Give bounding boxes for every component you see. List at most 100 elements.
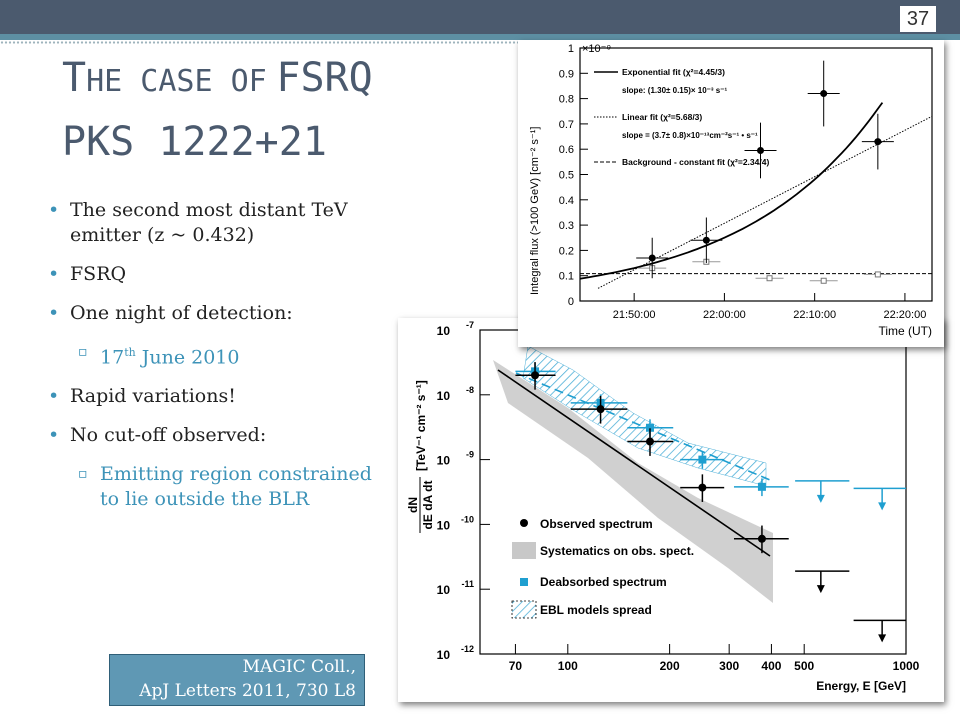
observed-upper-limit-arrow bbox=[878, 634, 887, 643]
x-tick-label: 300 bbox=[719, 659, 739, 673]
background-point bbox=[820, 277, 827, 284]
y-tick-label: 0.1 bbox=[559, 271, 574, 283]
x-tick-label: 22:20:00 bbox=[884, 309, 927, 321]
lightcurve-legend: Exponential fit (χ²=4.45/3) slope: (1.30… bbox=[594, 67, 769, 167]
header-accent-line bbox=[0, 34, 960, 40]
subbullet-date: 17th June 2010 bbox=[46, 340, 376, 370]
bullet-list: The second most distant TeV emitter (z ~… bbox=[46, 198, 376, 526]
reference-line1: MAGIC Coll., bbox=[242, 657, 356, 677]
y-tick-exponent: -9 bbox=[466, 450, 474, 460]
legend-observed-label: Observed spectrum bbox=[540, 517, 653, 531]
legend-ebl-label: EBL models spread bbox=[540, 603, 652, 617]
background-point bbox=[766, 275, 773, 282]
y-tick-label: 10 bbox=[437, 454, 451, 468]
observed-point bbox=[531, 371, 540, 380]
bullet-variations: Rapid variations! bbox=[46, 384, 376, 409]
y-tick-exponent: -11 bbox=[461, 579, 474, 589]
systematics-band bbox=[493, 360, 773, 603]
spectrum-legend: Observed spectrum Systematics on obs. sp… bbox=[511, 517, 694, 619]
legend-systematics-swatch bbox=[512, 542, 536, 559]
date-rest: June 2010 bbox=[135, 346, 240, 369]
bullet-cutoff: No cut-off observed: bbox=[46, 423, 376, 448]
y-tick-label: 0.5 bbox=[559, 170, 574, 182]
legend-exp-label: Exponential fit (χ²=4.45/3) bbox=[622, 67, 725, 77]
data-point bbox=[702, 236, 710, 244]
x-tick-label: 1000 bbox=[893, 659, 920, 673]
title-fsrq: FSRQ bbox=[276, 55, 373, 101]
data-point bbox=[874, 138, 882, 146]
background-point bbox=[874, 271, 881, 278]
x-tick-label: 22:10:00 bbox=[793, 309, 836, 321]
page-number: 37 bbox=[900, 6, 936, 32]
reference-line2: ApJ Letters 2011, 730 L8 bbox=[139, 681, 356, 701]
ebl-spread-band bbox=[522, 345, 767, 487]
deabsorbed-point bbox=[698, 455, 707, 464]
legend-ebl-swatch bbox=[511, 600, 537, 619]
spectrum-chart: Observed spectrum Systematics on obs. sp… bbox=[406, 320, 920, 693]
y-label-num: dN bbox=[406, 497, 420, 513]
x-tick-label: 21:50:00 bbox=[613, 309, 656, 321]
legend-observed-marker bbox=[520, 519, 528, 527]
data-point bbox=[648, 254, 656, 262]
y-tick-label: 10 bbox=[437, 648, 451, 662]
legend-exp-slope: slope: (1.30± 0.15)× 10⁻³ s⁻¹ bbox=[622, 86, 727, 95]
title-smallcaps: HE CASE OF bbox=[86, 64, 267, 99]
date-day: 17 bbox=[100, 346, 125, 369]
y-multiplier: ×10⁻⁹ bbox=[582, 43, 611, 55]
y-tick-label: 0.8 bbox=[559, 94, 574, 106]
lightcurve-chart-panel: ×10⁻⁹ Exponential fit (χ²=4.45/3) slope:… bbox=[518, 40, 944, 347]
legend-lin-label: Linear fit (χ²=5.68/3) bbox=[622, 112, 702, 122]
observed-point bbox=[757, 534, 766, 543]
x-tick-label: 200 bbox=[660, 659, 680, 673]
subbullet-blr: Emitting region constrained to lie outsi… bbox=[46, 462, 376, 512]
data-point bbox=[820, 90, 828, 98]
legend-bkg-label: Background - constant fit (χ²=2.34/4) bbox=[622, 157, 769, 167]
data-point bbox=[757, 146, 765, 154]
reference-box: MAGIC Coll., ApJ Letters 2011, 730 L8 bbox=[109, 654, 365, 706]
y-tick-label: 0.3 bbox=[559, 220, 574, 232]
legend-lin-slope: slope = (3.7± 0.8)×10⁻¹³cm⁻²s⁻¹ • s⁻¹ bbox=[622, 131, 758, 140]
bullet-fsrq: FSRQ bbox=[46, 262, 376, 287]
bullet-distant: The second most distant TeV emitter (z ~… bbox=[46, 198, 376, 248]
observed-upper-limit-arrow bbox=[816, 585, 825, 594]
legend-deabsorbed-marker bbox=[520, 578, 528, 586]
y-tick-label: 0.2 bbox=[559, 245, 574, 257]
header-bar bbox=[0, 0, 960, 34]
lightcurve-chart: ×10⁻⁹ Exponential fit (χ²=4.45/3) slope:… bbox=[529, 43, 933, 338]
deabsorbed-upper-limit-arrow bbox=[878, 502, 887, 511]
exponential-fit-curve bbox=[579, 102, 884, 280]
y-tick-label: 0.4 bbox=[559, 195, 574, 207]
deabsorbed-fit-line bbox=[515, 372, 771, 481]
x-tick-label: 22:00:00 bbox=[703, 309, 746, 321]
y-tick-exponent: -12 bbox=[461, 644, 474, 654]
y-tick-exponent: -7 bbox=[466, 320, 474, 330]
observed-point bbox=[698, 483, 707, 492]
date-suffix: th bbox=[124, 346, 136, 359]
y-tick-exponent: -10 bbox=[461, 514, 474, 524]
spectrum-fit-line bbox=[497, 369, 771, 557]
x-tick-label: 400 bbox=[761, 659, 781, 673]
header-dotted-line bbox=[0, 41, 520, 44]
spectrum-chart-panel: Observed spectrum Systematics on obs. sp… bbox=[398, 318, 944, 702]
deabsorbed-point bbox=[646, 423, 655, 432]
y-tick-label: 10 bbox=[437, 324, 451, 338]
spectrum-x-label: Energy, E [GeV] bbox=[816, 679, 906, 693]
linear-fit-line bbox=[597, 115, 933, 289]
legend-systematics-label: Systematics on obs. spect. bbox=[540, 544, 694, 558]
legend-deabsorbed-label: Deabsorbed spectrum bbox=[540, 575, 667, 589]
y-tick-label: 0.7 bbox=[559, 119, 574, 131]
observed-point bbox=[596, 405, 605, 414]
lightcurve-y-label: Integral flux (>100 GeV) [cm⁻² s⁻¹] bbox=[529, 127, 541, 295]
deabsorbed-point bbox=[757, 482, 766, 491]
x-tick-label: 500 bbox=[794, 659, 814, 673]
y-tick-label: 10 bbox=[437, 389, 451, 403]
slide-title: THE CASE OF FSRQ PKS 1222+21 bbox=[62, 50, 522, 170]
y-tick-exponent: -8 bbox=[466, 385, 474, 395]
y-tick-label: 1 bbox=[568, 43, 574, 55]
y-tick-label: 0 bbox=[568, 296, 574, 308]
y-tick-label: 10 bbox=[437, 583, 451, 597]
title-initial: T bbox=[62, 55, 87, 101]
y-tick-label: 10 bbox=[437, 518, 451, 532]
bullet-detection: One night of detection: bbox=[46, 301, 376, 326]
y-tick-label: 0.9 bbox=[559, 68, 574, 80]
